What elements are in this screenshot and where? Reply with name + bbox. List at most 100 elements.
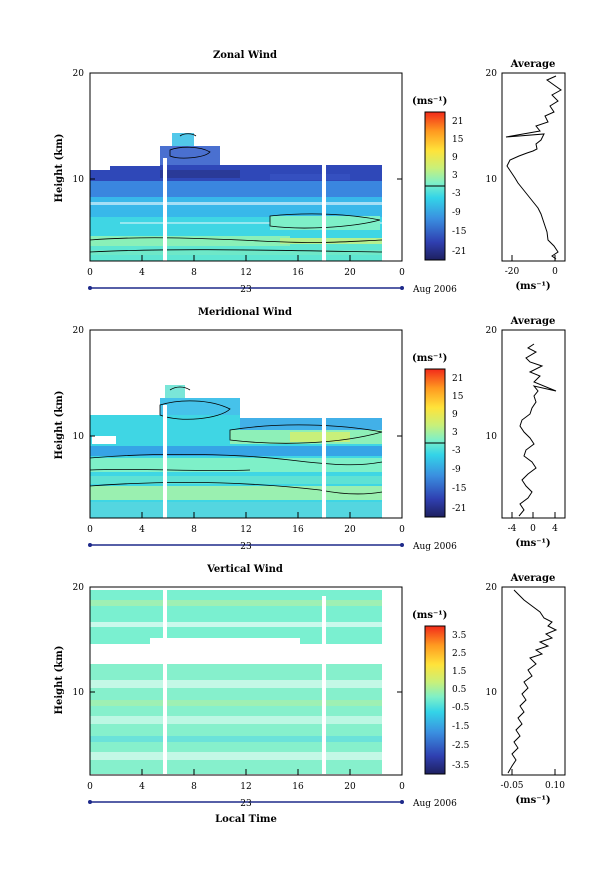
svg-text:3.5: 3.5 <box>452 631 467 641</box>
svg-text:-15: -15 <box>452 227 467 237</box>
x-tick-label: 12 <box>240 525 251 535</box>
x-ticks: 0 4 8 12 16 20 0 <box>87 268 405 278</box>
svg-text:-9: -9 <box>452 465 461 475</box>
x-tick-label: 16 <box>292 268 304 278</box>
y-tick-label: 10 <box>73 688 85 698</box>
average-y-tick: 20 <box>486 326 498 336</box>
average-profile-line <box>507 589 558 774</box>
x-tick-label: 8 <box>191 525 197 535</box>
average-x-tick: 0 <box>552 267 558 277</box>
svg-text:21: 21 <box>452 117 463 127</box>
day-label: 23 <box>240 542 252 552</box>
svg-text:-9: -9 <box>452 208 461 218</box>
x-tick-label: 0 <box>87 782 93 792</box>
svg-text:1.5: 1.5 <box>452 667 467 677</box>
average-title: Average <box>510 59 556 70</box>
svg-text:0.5: 0.5 <box>452 685 467 695</box>
day-label: 23 <box>240 799 252 809</box>
svg-text:3: 3 <box>452 428 458 438</box>
svg-text:9: 9 <box>452 410 458 420</box>
svg-text:-3.5: -3.5 <box>452 761 470 771</box>
svg-text:-21: -21 <box>452 504 467 514</box>
x-tick-label: 4 <box>139 268 145 278</box>
x-axis-label: Local Time <box>215 814 277 825</box>
x-tick-label: 8 <box>191 268 197 278</box>
x-tick-label: 20 <box>344 268 356 278</box>
svg-text:-3: -3 <box>452 446 461 456</box>
x-tick-label: 16 <box>292 525 304 535</box>
panel-zonal: Zonal Wind Height (km) <box>54 50 566 295</box>
x-tick-label: 20 <box>344 782 356 792</box>
x-tick-label: 0 <box>399 782 405 792</box>
average-frame <box>501 329 566 519</box>
panel-title: Vertical Wind <box>206 564 283 575</box>
svg-text:-3: -3 <box>452 189 461 199</box>
x-tick-label: 12 <box>240 782 251 792</box>
average-y-tick: 10 <box>486 688 498 698</box>
y-axis-label: Height (km) <box>54 134 65 203</box>
svg-text:9: 9 <box>452 153 458 163</box>
x-tick-label: 12 <box>240 268 251 278</box>
x-ticks: 0 4 8 12 16 20 0 <box>87 525 405 535</box>
average-unit: (ms⁻¹) <box>515 795 550 806</box>
heatmap-cells <box>90 590 382 774</box>
svg-text:-21: -21 <box>452 247 467 257</box>
colorbar-ticks: 21 15 9 3 -3 -9 -15 -21 <box>452 374 467 514</box>
panel-vertical: Vertical Wind Height (km) 10 20 0 4 8 <box>54 564 566 825</box>
average-y-tick: 20 <box>486 69 498 79</box>
date-label: Aug 2006 <box>412 799 457 809</box>
x-tick-label: 0 <box>87 525 93 535</box>
average-x-tick: 0.10 <box>545 781 565 791</box>
y-tick-label: 20 <box>73 326 85 336</box>
y-tick-label: 20 <box>73 583 85 593</box>
average-profile-line <box>505 75 562 260</box>
svg-text:-1.5: -1.5 <box>452 722 470 732</box>
panel-meridional: Meridional Wind Height (km) <box>54 307 566 552</box>
zero-contours <box>89 386 383 495</box>
x-tick-label: 4 <box>139 525 145 535</box>
average-x-tick: 4 <box>552 524 558 534</box>
y-axis-label: Height (km) <box>54 391 65 460</box>
day-label: 23 <box>240 285 252 295</box>
svg-text:21: 21 <box>452 374 463 384</box>
svg-text:-15: -15 <box>452 484 467 494</box>
average-y-tick: 20 <box>486 583 498 593</box>
y-tick-label: 20 <box>73 69 85 79</box>
panel-title: Meridional Wind <box>198 307 292 318</box>
y-tick-label: 10 <box>73 432 85 442</box>
average-frame <box>501 586 566 776</box>
date-label: Aug 2006 <box>412 285 457 295</box>
svg-text:15: 15 <box>452 135 464 145</box>
x-tick-label: 4 <box>139 782 145 792</box>
colorbar-ticks: 3.5 2.5 1.5 0.5 -0.5 -1.5 -2.5 -3.5 <box>452 631 470 771</box>
x-tick-label: 0 <box>87 268 93 278</box>
colorbar <box>424 625 446 775</box>
average-y-tick: 10 <box>486 432 498 442</box>
average-x-tick: -0.05 <box>500 781 523 791</box>
x-tick-label: 20 <box>344 525 356 535</box>
y-axis-label: Height (km) <box>54 646 65 715</box>
x-tick-label: 8 <box>191 782 197 792</box>
svg-text:3: 3 <box>452 171 458 181</box>
colorbar-unit: (ms⁻¹) <box>412 96 447 107</box>
date-label: Aug 2006 <box>412 542 457 552</box>
average-x-tick: -4 <box>508 524 517 534</box>
average-title: Average <box>510 316 556 327</box>
x-ticks: 0 4 8 12 16 20 0 <box>87 782 405 792</box>
x-tick-label: 0 <box>399 268 405 278</box>
heatmap-cells <box>90 385 382 518</box>
panel-title: Zonal Wind <box>213 50 277 61</box>
average-unit: (ms⁻¹) <box>515 538 550 549</box>
zero-contours <box>89 133 383 253</box>
svg-text:-2.5: -2.5 <box>452 741 470 751</box>
average-frame <box>501 72 566 262</box>
average-unit: (ms⁻¹) <box>515 281 550 292</box>
average-y-tick: 10 <box>486 175 498 185</box>
x-tick-label: 0 <box>399 525 405 535</box>
svg-text:15: 15 <box>452 392 464 402</box>
average-profile-line <box>518 343 557 517</box>
colorbar-unit: (ms⁻¹) <box>412 610 447 621</box>
svg-text:2.5: 2.5 <box>452 649 467 659</box>
average-x-tick: -20 <box>505 267 520 277</box>
